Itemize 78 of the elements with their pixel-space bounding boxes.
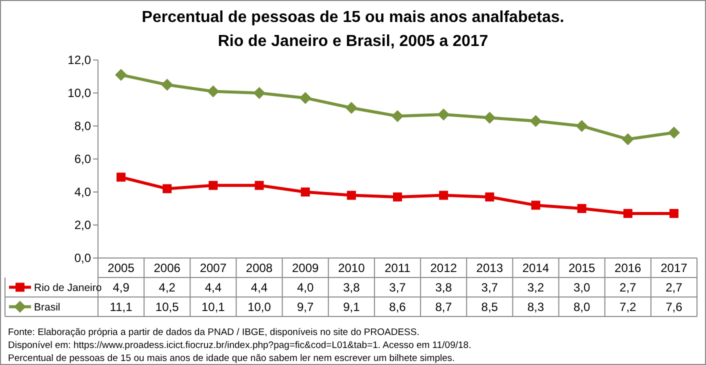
point <box>668 126 680 139</box>
x-tick-label: 2008 <box>246 260 273 275</box>
x-tick-label: 2011 <box>384 260 411 275</box>
point <box>393 192 402 202</box>
point <box>207 85 220 98</box>
source-note: Fonte: Elaboração própria a partir de dados da PNAD / IBGE, disponíveis no site do PROADESS. <box>8 327 420 338</box>
point <box>116 172 126 182</box>
data-label: 7,2 <box>620 300 637 314</box>
point <box>669 208 678 218</box>
point <box>161 78 174 91</box>
point <box>623 208 632 218</box>
text: Disponível em: https://www.proadess.icict.fiocruz.br/index.php?pag=fic&cod=L01&tab=1. Acesso em 11/09/18. <box>8 340 472 351</box>
data-label: 8,5 <box>481 300 498 314</box>
text: Percentual de pessoas de 15 ou mais anos de idade que não sabem ler nem escrever um bilhete simples. <box>8 353 455 364</box>
point <box>576 120 588 132</box>
y-tick-label: 6,0 <box>74 152 92 166</box>
data-label: 3,7 <box>481 280 498 294</box>
y-tick-label: 10,0 <box>68 86 92 100</box>
x-tick-label: 2013 <box>476 260 504 275</box>
data-label: 4,9 <box>112 280 130 294</box>
y-tick-label: 0,0 <box>74 251 92 266</box>
point <box>208 180 218 190</box>
data-label: 11,1 <box>110 300 133 314</box>
x-tick-label: 2015 <box>568 260 596 275</box>
point <box>253 87 266 99</box>
data-label: 4,4 <box>250 280 268 294</box>
data-label: 9,7 <box>297 300 314 314</box>
data-label: 8,0 <box>573 300 590 314</box>
y-tick-label: 4,0 <box>74 185 92 200</box>
data-label: 8,7 <box>435 300 452 314</box>
data-label: 2,7 <box>666 280 683 294</box>
data-label: 10,1 <box>202 300 226 314</box>
x-tick-label: 2012 <box>430 260 458 275</box>
x-tick-label: 2006 <box>154 260 181 275</box>
point <box>299 92 312 104</box>
point <box>254 180 264 190</box>
legend-label: Rio de Janeiro <box>34 282 102 294</box>
chart-title: Percentual de pessoas de 15 ou mais anos analfabetas. Rio de Janeiro e Brasil, 2005 a 2017 <box>142 9 564 50</box>
data-label: 3,8 <box>435 280 452 294</box>
data-label: 4,2 <box>158 280 176 294</box>
point <box>162 184 172 194</box>
x-tick-label: 2016 <box>614 260 642 275</box>
point <box>622 133 634 146</box>
data-label: 2,7 <box>620 280 637 294</box>
point <box>115 68 128 81</box>
point <box>438 108 450 120</box>
y-tick-label: 2,0 <box>74 218 92 232</box>
point <box>346 190 356 200</box>
x-tick-label: 2007 <box>200 260 227 275</box>
point <box>577 204 586 213</box>
point <box>439 190 448 200</box>
data-label: 3,8 <box>343 280 360 294</box>
x-tick-label: 2005 <box>108 260 135 275</box>
y-tick-label: 12,0 <box>68 53 92 68</box>
x-tick-label: 2010 <box>338 260 366 275</box>
x-tick-label: 2009 <box>292 260 320 275</box>
data-label: 8,3 <box>527 300 544 314</box>
data-label: 10,0 <box>248 300 272 314</box>
data-label: 4,4 <box>204 280 222 294</box>
data-label: 3,0 <box>573 280 590 294</box>
x-tick-label: 2017 <box>660 260 688 275</box>
data-label: 4,0 <box>297 280 314 294</box>
point <box>300 188 310 196</box>
data-label: 10,5 <box>155 300 180 314</box>
data-label: 9,1 <box>343 300 360 314</box>
point <box>485 192 494 202</box>
point <box>530 115 542 128</box>
x-tick-label: 2014 <box>522 260 550 275</box>
y-tick-label: 8,0 <box>74 119 92 134</box>
data-label: 8,6 <box>389 300 406 314</box>
legend-label: Brasil <box>34 301 60 314</box>
point <box>531 200 540 210</box>
point <box>484 112 496 124</box>
point <box>345 102 358 114</box>
data-label: 7,6 <box>666 300 683 314</box>
point <box>392 110 404 122</box>
data-label: 3,2 <box>527 280 544 294</box>
data-label: 3,7 <box>389 280 406 294</box>
